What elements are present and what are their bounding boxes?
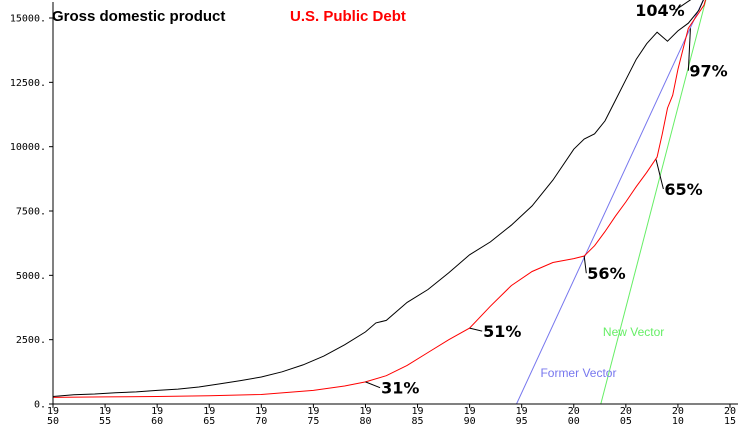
legend-entry: Gross domestic product [52, 8, 225, 25]
x-tick-label-bottom: 60 [151, 416, 163, 426]
vector-label: Former Vector [540, 366, 616, 380]
annotation-label: 65% [664, 180, 702, 199]
x-tick-label-bottom: 55 [99, 416, 111, 426]
x-tick-label-top: 19 [516, 406, 528, 417]
annotation-label: 31% [381, 379, 419, 398]
y-tick-label: 0. [34, 400, 46, 411]
x-tick-label-bottom: 10 [672, 416, 684, 426]
x-tick-label-top: 20 [672, 406, 684, 417]
y-tick-label: 5000. [16, 271, 46, 282]
x-tick-label-top: 19 [359, 406, 371, 417]
x-tick-label-bottom: 65 [203, 416, 215, 426]
x-tick-label-bottom: 50 [47, 416, 59, 426]
annotations-layer: 31% 51% 56% 65% 97% 104% [365, 0, 728, 398]
x-tick-label-top: 19 [412, 406, 424, 417]
x-tick-label-bottom: 85 [412, 416, 424, 426]
x-tick-label-top: 19 [99, 406, 111, 417]
annotation-label: 56% [587, 264, 625, 283]
x-tick-label-top: 20 [568, 406, 580, 417]
x-tick-label-top: 19 [47, 406, 59, 417]
vector-label: New Vector [603, 325, 664, 339]
annotation-leader-line [365, 381, 381, 389]
legend-entry: U.S. Public Debt [290, 8, 406, 25]
x-tick-label-top: 20 [724, 406, 736, 417]
y-tick-label: 7500. [16, 207, 46, 218]
legend-layer: Gross domestic product U.S. Public Debt [52, 8, 406, 25]
series-line-gross-domestic-product [52, 0, 704, 397]
series-line-u-s-public-debt [52, 0, 706, 398]
annotation-leader-line [583, 255, 587, 274]
x-tick-label-top: 19 [203, 406, 215, 417]
y-tick-label: 10000. [10, 142, 46, 153]
series-line-former-vector [516, 0, 704, 405]
y-tick-label: 2500. [16, 335, 46, 346]
series-layer [52, 0, 706, 398]
x-tick-label-bottom: 75 [307, 416, 319, 426]
x-tick-label-top: 20 [620, 406, 632, 417]
annotation-leader-line [687, 28, 691, 71]
annotation-label: 104% [635, 1, 684, 20]
series-line-new-vector [600, 0, 707, 405]
x-tick-label-bottom: 90 [464, 416, 476, 426]
x-tick-label-bottom: 00 [568, 416, 580, 426]
axes-layer: 0.2500.5000.7500.10000.12500.15000.19501… [10, 2, 738, 426]
x-tick-label-bottom: 70 [255, 416, 267, 426]
annotation-leader-line [655, 159, 664, 190]
x-tick-label-top: 19 [307, 406, 319, 417]
annotation-label: 97% [689, 62, 727, 81]
x-tick-label-top: 19 [151, 406, 163, 417]
annotation-leader-line [674, 0, 692, 11]
x-tick-label-top: 19 [464, 406, 476, 417]
x-tick-label-top: 19 [255, 406, 267, 417]
annotation-leader-line [469, 327, 483, 332]
x-tick-label-bottom: 15 [724, 416, 736, 426]
y-tick-label: 12500. [10, 78, 46, 89]
x-tick-label-bottom: 95 [516, 416, 528, 426]
annotation-label: 51% [483, 322, 521, 341]
y-tick-label: 15000. [10, 14, 46, 25]
x-tick-label-bottom: 05 [620, 416, 632, 426]
x-tick-label-bottom: 80 [359, 416, 371, 426]
vector-lines-layer: Former Vector New Vector [516, 0, 707, 405]
